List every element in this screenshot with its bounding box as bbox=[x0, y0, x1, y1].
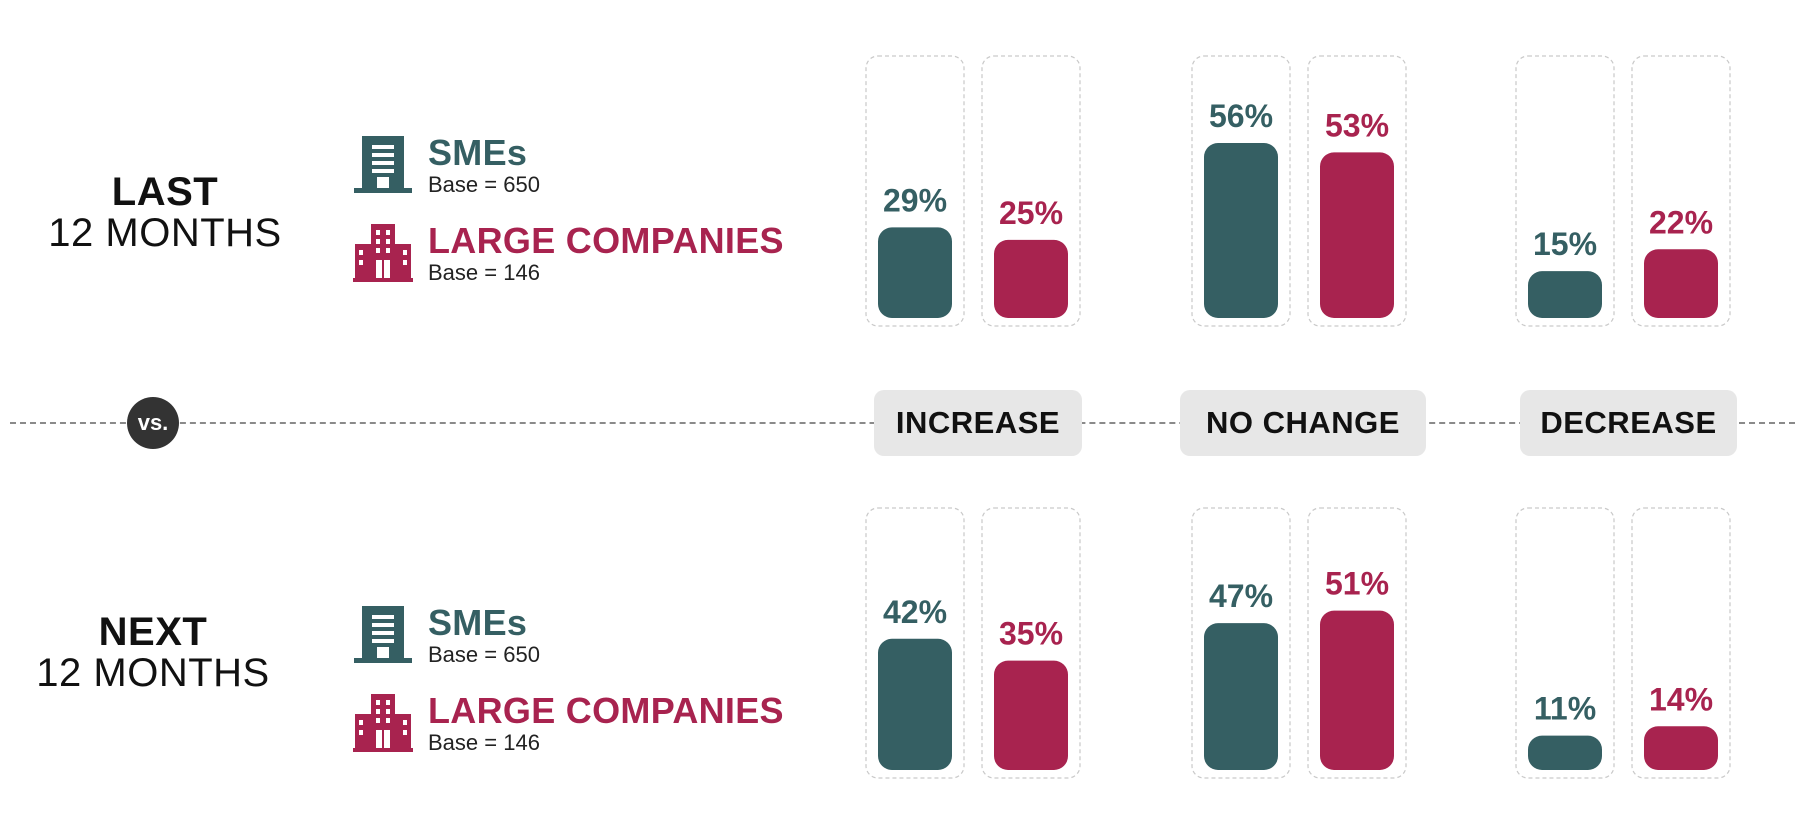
bar-card bbox=[981, 507, 1081, 779]
period-label-last: LAST 12 MONTHS bbox=[40, 172, 290, 254]
bar-card bbox=[981, 55, 1081, 327]
bar-value-label: 35% bbox=[999, 616, 1063, 652]
legend-sme-name: SMEs bbox=[428, 132, 528, 173]
bar-sme-decrease bbox=[1528, 271, 1602, 318]
bar-value-label: 15% bbox=[1533, 226, 1597, 262]
period-label-bold: LAST bbox=[111, 170, 219, 214]
period-label-next: NEXT 12 MONTHS bbox=[28, 612, 278, 694]
legend-large-base: Base = 146 bbox=[428, 730, 540, 755]
category-label-decrease: DECREASE bbox=[1520, 390, 1737, 456]
period-label-bold: NEXT bbox=[98, 610, 208, 654]
office-building-icon bbox=[354, 606, 412, 663]
bar-value-label: 51% bbox=[1325, 566, 1389, 602]
bar-large-no-change bbox=[1320, 610, 1394, 770]
bar-value-label: 29% bbox=[883, 182, 947, 218]
bar-sme-decrease bbox=[1528, 735, 1602, 770]
legend-large-next: LARGE COMPANIES Base = 146 bbox=[352, 692, 784, 756]
bar-card bbox=[865, 55, 965, 327]
office-building-icon bbox=[354, 136, 412, 193]
bar-value-label: 42% bbox=[883, 594, 947, 630]
bar-card bbox=[1515, 55, 1615, 327]
bar-value-label: 47% bbox=[1209, 578, 1273, 614]
legend-sme-base: Base = 650 bbox=[428, 172, 540, 197]
large-company-building-icon bbox=[353, 694, 413, 752]
bar-large-decrease bbox=[1644, 726, 1718, 770]
bar-sme-increase bbox=[878, 638, 952, 770]
bar-card bbox=[1515, 507, 1615, 779]
category-label-increase: INCREASE bbox=[874, 390, 1082, 456]
bar-large-increase bbox=[994, 660, 1068, 770]
legend-large-last: LARGE COMPANIES Base = 146 bbox=[352, 222, 784, 286]
legend-large-base: Base = 146 bbox=[428, 260, 540, 285]
bar-sme-no-change bbox=[1204, 623, 1278, 770]
legend-sme-base: Base = 650 bbox=[428, 642, 540, 667]
bar-sme-increase bbox=[878, 227, 952, 318]
bar-card bbox=[1631, 55, 1731, 327]
bar-value-label: 25% bbox=[999, 195, 1063, 231]
legend-sme-last: SMEs Base = 650 bbox=[352, 134, 540, 198]
bar-value-label: 56% bbox=[1209, 98, 1273, 134]
bar-value-label: 11% bbox=[1534, 691, 1596, 727]
period-label-light: 12 MONTHS bbox=[48, 211, 282, 255]
bar-large-no-change bbox=[1320, 152, 1394, 318]
bar-card bbox=[865, 507, 965, 779]
bar-large-decrease bbox=[1644, 249, 1718, 318]
bar-card bbox=[1631, 507, 1731, 779]
legend-large-name: LARGE COMPANIES bbox=[428, 690, 784, 731]
bar-value-label: 53% bbox=[1325, 107, 1389, 143]
bar-sme-no-change bbox=[1204, 143, 1278, 318]
bar-large-increase bbox=[994, 239, 1068, 318]
legend-sme-next: SMEs Base = 650 bbox=[352, 604, 540, 668]
bar-value-label: 22% bbox=[1649, 204, 1713, 240]
vs-badge: vs. bbox=[127, 397, 179, 449]
bar-card bbox=[1307, 507, 1407, 779]
bar-card bbox=[1191, 55, 1291, 327]
bar-card bbox=[1307, 55, 1407, 327]
period-label-light: 12 MONTHS bbox=[36, 651, 270, 695]
bar-value-label: 14% bbox=[1649, 681, 1713, 717]
legend-sme-name: SMEs bbox=[428, 602, 528, 643]
bar-card bbox=[1191, 507, 1291, 779]
large-company-building-icon bbox=[353, 224, 413, 282]
category-label-no-change: NO CHANGE bbox=[1180, 390, 1426, 456]
legend-large-name: LARGE COMPANIES bbox=[428, 220, 784, 261]
